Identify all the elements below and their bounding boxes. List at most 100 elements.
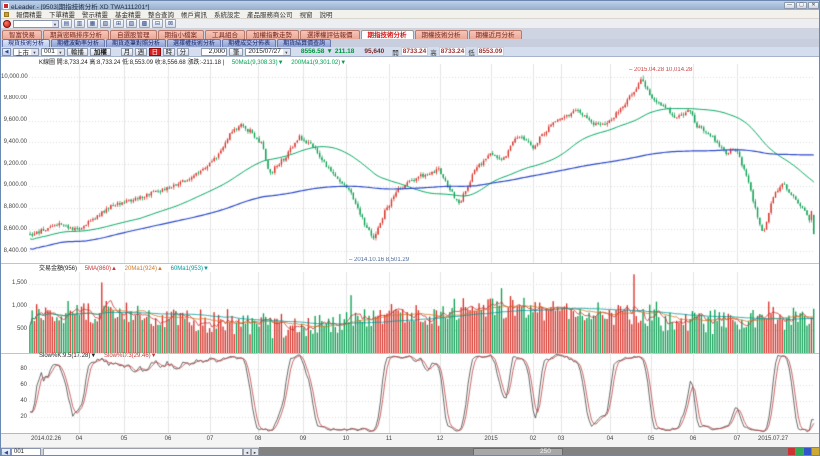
market-select[interactable]: 上市 ▼ [13, 47, 39, 57]
status-blue-icon [804, 448, 811, 455]
axis-tick: 2014.02.26 [31, 436, 62, 442]
period-day-button[interactable]: 日 [148, 47, 161, 56]
low-label: 低 [468, 49, 475, 57]
code-select[interactable]: 001 ▼ [41, 47, 65, 56]
workspace-tabs-row1: 智富快易 期貨密碼排序分析 自選股管理 期指小檔案 工具組合 加權指數走勢 選擇… [1, 29, 819, 39]
tab-smart-quick[interactable]: 智富快易 [2, 30, 42, 39]
status-icons [788, 448, 819, 455]
axis-tick: 07 [206, 436, 214, 442]
scroll-decrement-button[interactable]: ◄ [243, 448, 251, 455]
quick-toolbar: ▼ ▤ ▥ ▦ ▧ ⊞ ▨ ▩ ⊟ ⊠ [1, 19, 819, 29]
change-down-icon: ▼ [326, 48, 333, 55]
trough-annotation: – 2014.10.16 8,501.29 [349, 257, 410, 263]
tab-watchlist[interactable]: 自選股管理 [110, 30, 157, 39]
axis-tick: 12 [436, 436, 444, 442]
pane-divider [1, 263, 819, 264]
quick-button[interactable]: ▤ [61, 19, 72, 28]
menu-item-help[interactable]: 說明 [319, 12, 333, 19]
quick-button[interactable]: ▨ [126, 19, 137, 28]
date-select-value: 2015/07/27 [248, 48, 281, 55]
volume-chart[interactable] [29, 272, 815, 353]
chevron-down-icon[interactable]: ▼ [52, 20, 58, 27]
bottom-code-combo[interactable]: 001 [11, 448, 41, 455]
quick-button[interactable]: ▧ [100, 19, 111, 28]
app-icon [3, 2, 9, 9]
tab-near-month-analysis[interactable]: 期權近月分析 [468, 30, 522, 39]
quick-button[interactable]: ⊞ [113, 19, 124, 28]
menu-item-search[interactable]: 整合查詢 [148, 12, 174, 19]
tab-options-technical-analysis[interactable]: 期權技術分析 [414, 30, 468, 39]
tab-spot-technical[interactable]: 現貨技術分析 [2, 39, 51, 47]
menu-item-funds[interactable]: 基金精靈 [115, 12, 141, 19]
bars-unit-button[interactable]: 筆 [228, 47, 244, 56]
period-week-button[interactable]: 週 [134, 47, 147, 56]
stochastic-chart[interactable] [29, 353, 815, 433]
menu-item-alerts[interactable]: 警示精靈 [82, 12, 108, 19]
axis-tick: 8,400.00 [3, 247, 27, 254]
menu-item-settings[interactable]: 系統設定 [214, 12, 240, 19]
tab-options-technical[interactable]: 選擇權技術分析 [167, 39, 222, 47]
tab-futures-technical-analysis[interactable]: 期指技術分析 [360, 30, 414, 39]
tab-options-distribution[interactable]: 期權成交分佈表 [222, 39, 277, 47]
high-value: 8733.24 [438, 47, 467, 56]
tab-futures-tick-compare[interactable]: 期貨逐筆對照分析 [106, 39, 167, 47]
scrollbar-track[interactable] [43, 448, 243, 455]
menu-item-window[interactable]: 視窗 [299, 12, 313, 19]
quick-button[interactable]: ▩ [139, 19, 150, 28]
axis-tick: 10,000.00 [1, 73, 28, 80]
menu-item-account[interactable]: 帳戶資訊 [181, 12, 207, 19]
period-minute-button[interactable]: 分 [176, 47, 189, 56]
axis-tick: 04 [606, 436, 614, 442]
scroll-increment-button[interactable]: ► [251, 448, 259, 455]
tab-futures-ranking[interactable]: 期貨密碼排序分析 [43, 30, 109, 39]
period-month-button[interactable]: 月 [120, 47, 133, 56]
scroll-left-button[interactable]: ◀ [1, 447, 11, 455]
volume-ma60-label: 60Ma1(953)▼ [170, 266, 209, 272]
app-logo-icon [3, 19, 11, 28]
scroll-value-label: 250 [540, 448, 551, 455]
symbol-combo[interactable]: ▼ [13, 19, 59, 28]
tab-options-quotes[interactable]: 選擇權評估報價 [300, 30, 360, 39]
axis-tick: 9,600.00 [3, 117, 27, 124]
volume-ma20-label: 20Ma1(924)▲ [124, 266, 163, 272]
symbol-input[interactable] [14, 20, 52, 27]
close-button[interactable]: ✕ [808, 2, 819, 9]
period-hour-button[interactable]: 時 [162, 47, 175, 56]
scrollbar-outer[interactable]: 250 [259, 447, 819, 455]
scrollbar-thumb[interactable] [472, 448, 563, 455]
axis-tick: 03 [557, 436, 565, 442]
axis-tick: 09 [299, 436, 307, 442]
menu-item-services[interactable]: 產品服務商公司 [247, 12, 293, 19]
menu-item-quotes[interactable]: 報價精靈 [16, 12, 42, 19]
quick-button[interactable]: ⊟ [152, 19, 163, 28]
change-value: 211.18 [334, 48, 355, 55]
axis-tick: 8,800.00 [3, 204, 27, 211]
chevron-down-icon[interactable]: ▼ [282, 48, 290, 55]
minimize-button[interactable]: — [784, 2, 795, 9]
menu-item-orders[interactable]: 下單精靈 [49, 12, 75, 19]
chevron-down-icon[interactable]: ▼ [31, 48, 38, 55]
tab-futures-mini[interactable]: 期指小檔案 [157, 30, 204, 39]
chevron-down-icon[interactable]: ▼ [56, 48, 64, 55]
title-bar: eLeader - [9503]期指技術分析 XD TWA111201*] — … [1, 1, 819, 11]
maximize-button[interactable]: ▢ [796, 2, 807, 9]
tab-settlement-price[interactable]: 期貨結算價查詢 [277, 39, 332, 47]
axis-tick: 40 [20, 397, 27, 404]
axis-tick: 10 [342, 436, 350, 442]
tab-index-trend[interactable]: 加權指數走勢 [246, 30, 299, 39]
back-button[interactable]: ◀ [2, 47, 11, 56]
axis-tick: 1,000 [11, 303, 27, 310]
tab-options-volatility[interactable]: 期權波動率分析 [51, 39, 106, 47]
quick-button[interactable]: ⊠ [165, 19, 176, 28]
date-select[interactable]: 2015/07/27 ▼ [245, 47, 291, 56]
status-green-icon [796, 448, 803, 455]
rotate-button[interactable]: 輪播 [66, 47, 88, 56]
quick-button[interactable]: ▥ [74, 19, 85, 28]
quick-button[interactable]: ▦ [87, 19, 98, 28]
axis-tick: 2015 [484, 436, 498, 442]
tab-tools[interactable]: 工具組合 [205, 30, 245, 39]
bars-count-input[interactable] [200, 47, 227, 56]
main-price-chart[interactable] [29, 64, 815, 263]
axis-tick: 20 [20, 413, 27, 420]
